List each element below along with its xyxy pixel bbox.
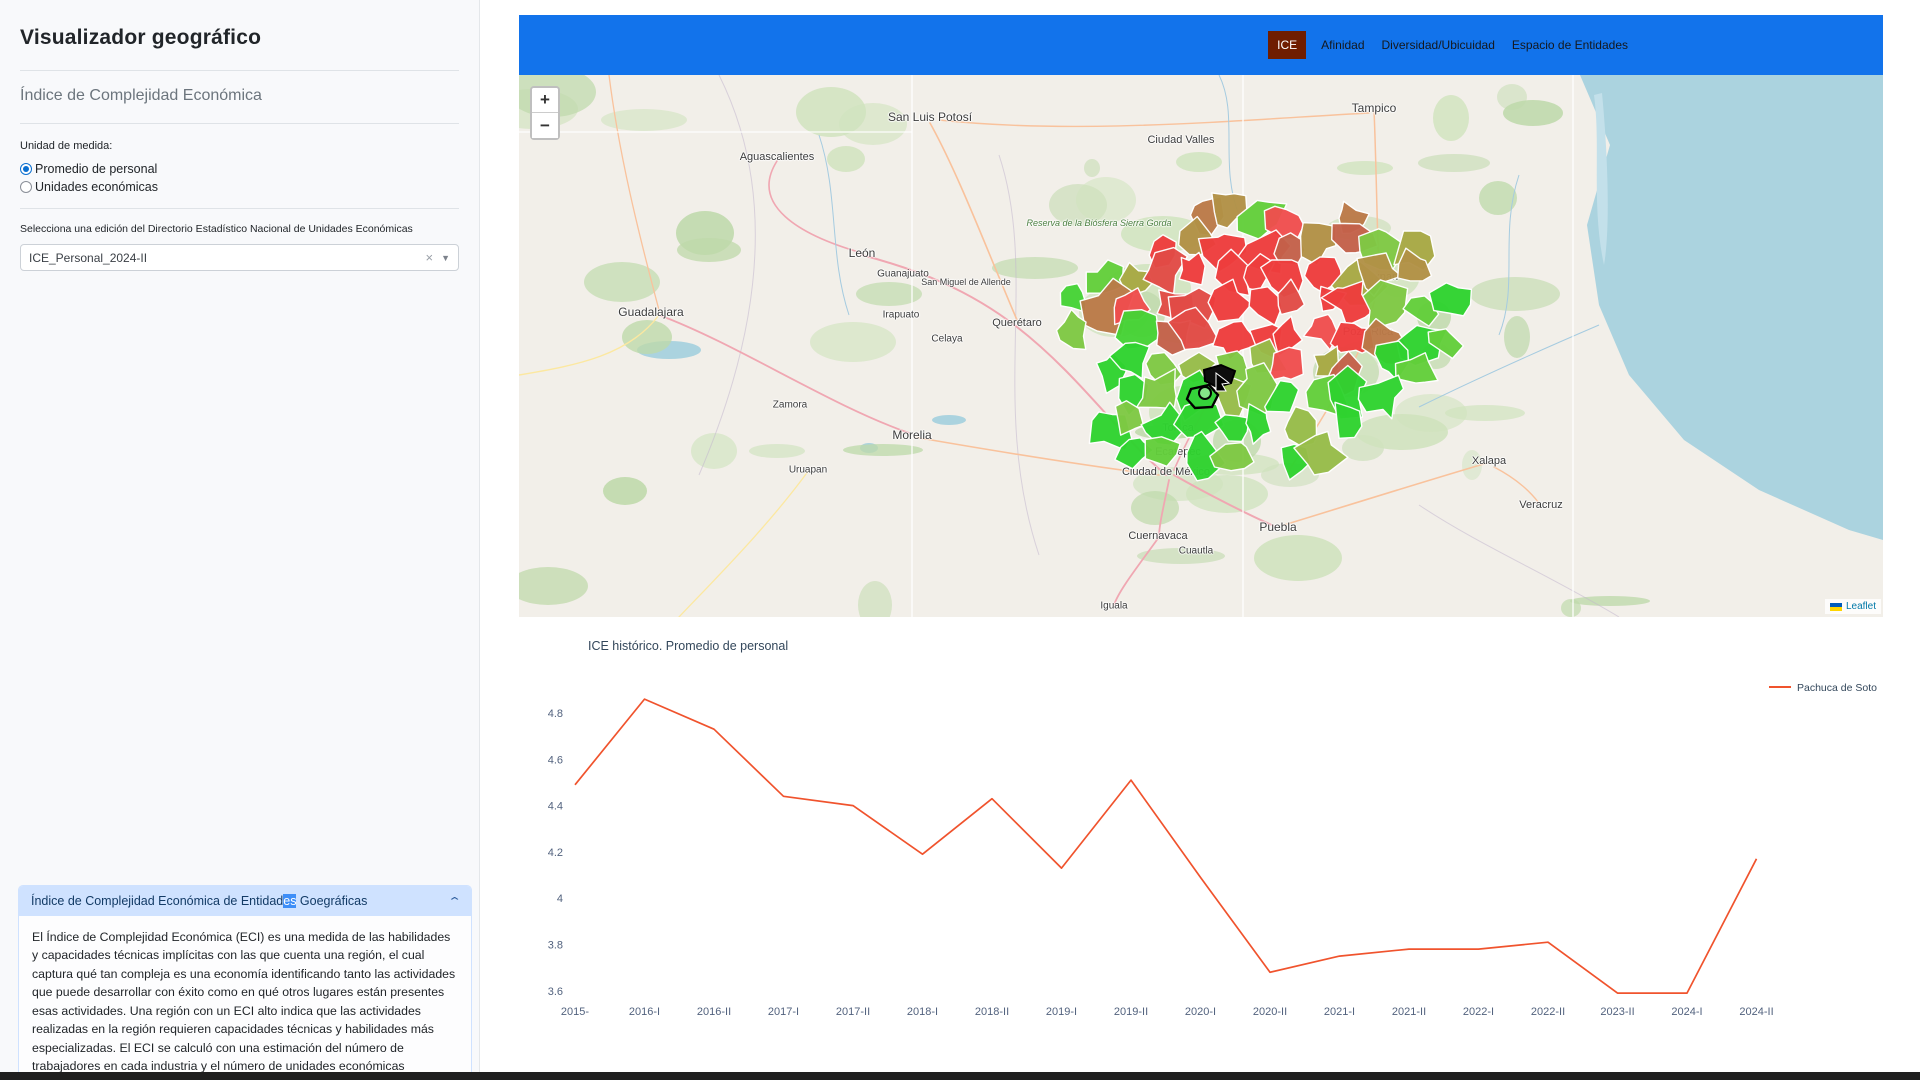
- accordion-header[interactable]: Índice de Complejidad Económica de Entid…: [19, 886, 471, 916]
- accordion-body: El Índice de Complejidad Económica (ECI)…: [19, 916, 471, 1080]
- x-axis-tick: 2016-I: [629, 1006, 660, 1018]
- zoom-in-button[interactable]: +: [532, 88, 558, 113]
- y-axis-tick: 4: [557, 893, 563, 905]
- y-axis-tick: 3.8: [548, 940, 563, 952]
- edition-select-label: Selecciona una edición del Directorio Es…: [20, 223, 459, 235]
- y-axis-tick: 4.2: [548, 847, 563, 859]
- chevron-up-icon[interactable]: ⌃: [447, 895, 462, 908]
- unit-radio-unidades-economicas[interactable]: Unidades económicas: [20, 180, 459, 194]
- tab-diversidad-ubicuidad[interactable]: Diversidad/Ubicuidad: [1380, 32, 1497, 58]
- x-axis-tick: 2018-I: [907, 1006, 938, 1018]
- x-axis-tick: 2022-II: [1531, 1006, 1565, 1018]
- nav-tabs: ICE Afinidad Diversidad/Ubicuidad Espacio d…: [1268, 15, 1630, 75]
- visualizador-geografico-app: Visualizador geográfico Índice de Comple…: [0, 0, 1920, 1080]
- y-axis-tick: 4.8: [548, 708, 563, 720]
- radio-icon[interactable]: [20, 181, 32, 193]
- x-axis-tick: 2018-II: [975, 1006, 1009, 1018]
- chart-title: ICE histórico. Promedio de personal: [588, 639, 788, 653]
- sidebar: Visualizador geográfico Índice de Comple…: [0, 0, 480, 1080]
- x-axis-tick: 2020-II: [1253, 1006, 1287, 1018]
- map-attribution: Leaflet: [1825, 599, 1881, 614]
- divider: [20, 70, 459, 71]
- y-axis-tick: 4.4: [548, 801, 563, 813]
- bottom-window-edge: [0, 1072, 1920, 1080]
- y-axis-tick: 4.6: [548, 754, 563, 766]
- map-zoom-control: + −: [530, 86, 560, 140]
- y-axis-tick: 3.6: [548, 986, 563, 998]
- x-axis-tick: 2016-II: [697, 1006, 731, 1018]
- x-axis-tick: 2017-II: [836, 1006, 870, 1018]
- divider: [20, 123, 459, 124]
- tab-espacio-de-entidades[interactable]: Espacio de Entidades: [1510, 32, 1630, 58]
- x-axis-tick: 2015-: [561, 1006, 589, 1018]
- chevron-down-icon[interactable]: ▼: [441, 253, 450, 263]
- ukraine-flag-icon: [1830, 603, 1842, 611]
- unit-radio-promedio-personal[interactable]: Promedio de personal: [20, 162, 459, 176]
- eci-info-accordion: Índice de Complejidad Económica de Entid…: [18, 885, 472, 1080]
- x-axis-tick: 2021-II: [1392, 1006, 1426, 1018]
- unit-of-measure-options: Promedio de personal Unidades económicas: [20, 162, 459, 194]
- x-axis-tick: 2024-II: [1739, 1006, 1773, 1018]
- legend-pachuca-de-soto: Pachuca de Soto: [1797, 682, 1877, 694]
- edition-select[interactable]: ICE_Personal_2024-II × ▼: [20, 244, 459, 271]
- tab-ice[interactable]: ICE: [1268, 31, 1306, 59]
- x-axis-tick: 2017-I: [768, 1006, 799, 1018]
- text-selection: es: [283, 894, 296, 908]
- divider: [20, 208, 459, 209]
- map-topbar: ICE Afinidad Diversidad/Ubicuidad Espacio d…: [519, 15, 1883, 75]
- x-axis-tick: 2019-I: [1046, 1006, 1077, 1018]
- accordion-title: Índice de Complejidad Económica de Entid…: [31, 894, 450, 908]
- x-axis-tick: 2019-II: [1114, 1006, 1148, 1018]
- leaflet-link[interactable]: Leaflet: [1846, 601, 1876, 612]
- unit-of-measure-label: Unidad de medida:: [20, 140, 459, 152]
- section-subtitle: Índice de Complejidad Económica: [20, 87, 459, 105]
- x-axis-tick: 2020-I: [1185, 1006, 1216, 1018]
- map-panel: ICE Afinidad Diversidad/Ubicuidad Espacio d…: [519, 15, 1883, 617]
- x-axis-tick: 2022-I: [1463, 1006, 1494, 1018]
- eci-description: El Índice de Complejidad Económica (ECI)…: [32, 930, 455, 1080]
- x-axis-tick: 2021-I: [1324, 1006, 1355, 1018]
- ice-historico-chart: ICE histórico. Promedio de personal 4.8 4.…: [519, 625, 1883, 1045]
- x-axis-tick: 2023-II: [1600, 1006, 1634, 1018]
- x-axis-tick: 2024-I: [1671, 1006, 1702, 1018]
- radio-icon[interactable]: [20, 163, 32, 175]
- chart-svg: ICE histórico. Promedio de personal 4.8 4.…: [519, 625, 1883, 1045]
- clear-icon[interactable]: ×: [425, 250, 433, 265]
- edition-select-value: ICE_Personal_2024-II: [29, 251, 425, 265]
- leaflet-map[interactable]: San Luis PotosíCiudad VallesTampicoAguas…: [519, 75, 1883, 617]
- tab-afinidad[interactable]: Afinidad: [1319, 32, 1366, 58]
- page-title: Visualizador geográfico: [20, 26, 459, 50]
- zoom-out-button[interactable]: −: [532, 113, 558, 138]
- choropleth-layer[interactable]: [519, 75, 1883, 617]
